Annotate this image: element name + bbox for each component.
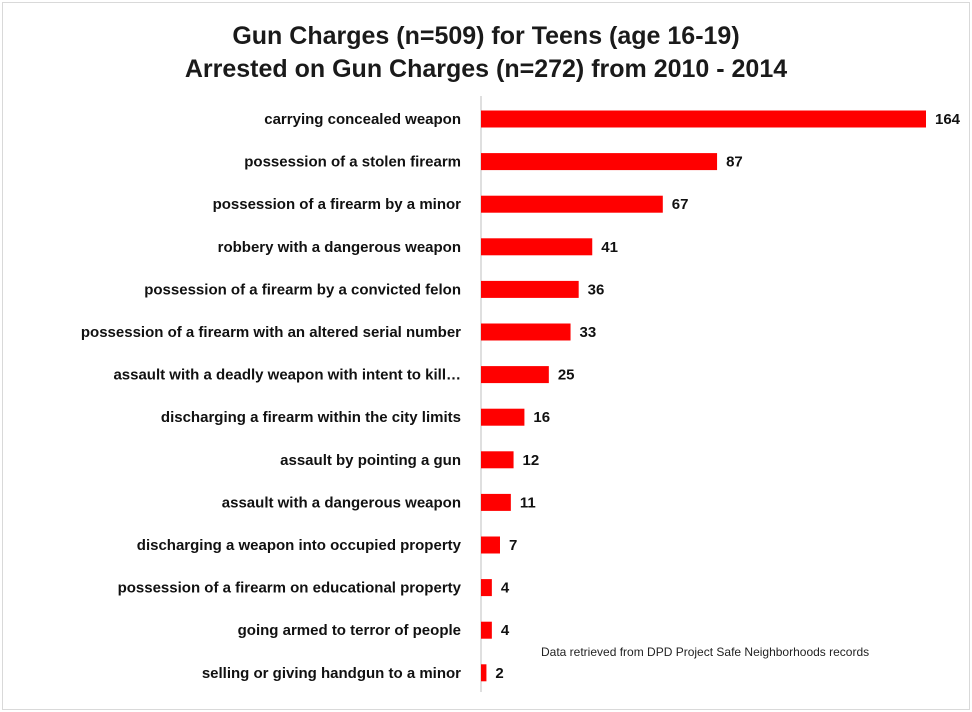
data-label: 33 (580, 324, 597, 341)
bar (481, 536, 500, 554)
data-label: 11 (520, 494, 536, 511)
data-label: 2 (495, 665, 503, 682)
data-source-note: Data retrieved from DPD Project Safe Nei… (541, 645, 870, 659)
bar (481, 664, 487, 682)
bar (481, 238, 593, 256)
chart-title: Gun Charges (n=509) for Teens (age 16-19… (232, 22, 740, 50)
category-label: assault with a dangerous weapon (222, 494, 461, 511)
category-label: discharging a firearm within the city li… (161, 409, 461, 426)
data-label: 164 (935, 111, 961, 128)
bar (481, 366, 549, 384)
data-label: 25 (558, 367, 575, 384)
category-label: possession of a stolen firearm (244, 154, 461, 171)
data-label: 16 (533, 409, 550, 426)
bar (481, 408, 525, 426)
category-label: possession of a firearm with an altered … (81, 324, 461, 341)
bar (481, 451, 514, 469)
data-label: 12 (523, 452, 540, 469)
data-label: 4 (501, 580, 510, 597)
bar (481, 493, 511, 511)
category-label: possession of a firearm by a convicted f… (144, 281, 461, 298)
category-label: carrying concealed weapon (264, 111, 461, 128)
bar (481, 280, 579, 298)
category-label: possession of a firearm by a minor (213, 196, 462, 213)
data-label: 41 (601, 239, 618, 256)
bar (481, 110, 926, 128)
bar (481, 323, 571, 341)
chart-subtitle: Arrested on Gun Charges (n=272) from 201… (184, 55, 788, 83)
category-label: discharging a weapon into occupied prope… (137, 537, 462, 554)
category-label: robbery with a dangerous weapon (218, 239, 461, 256)
bar (481, 153, 718, 171)
data-label: 36 (588, 281, 605, 298)
data-label: 67 (672, 196, 689, 213)
category-label: going armed to terror of people (238, 622, 461, 639)
data-label: 87 (726, 154, 743, 171)
category-label: selling or giving handgun to a minor (202, 665, 461, 682)
category-label: assault with a deadly weapon with intent… (113, 367, 461, 384)
bar (481, 579, 492, 597)
category-label: assault by pointing a gun (280, 452, 461, 469)
bar (481, 621, 492, 639)
bar (481, 195, 663, 213)
data-label: 4 (501, 622, 510, 639)
data-label: 7 (509, 537, 517, 554)
category-label: possession of a firearm on educational p… (118, 580, 462, 597)
